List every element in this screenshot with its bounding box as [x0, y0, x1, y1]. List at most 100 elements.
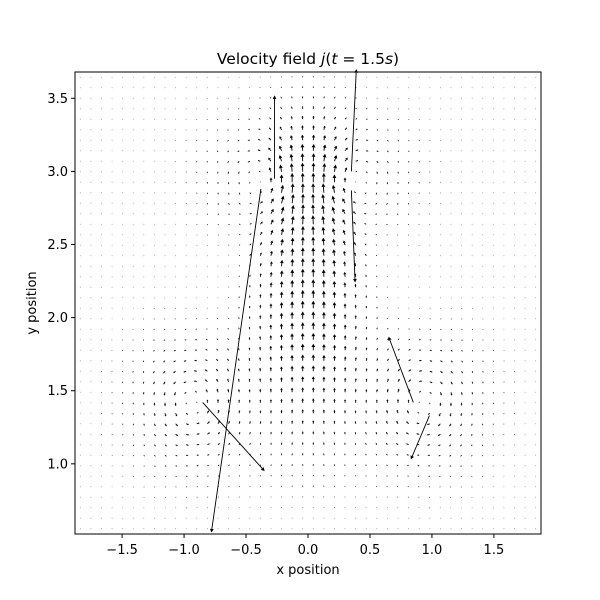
- field-arrow: [259, 431, 262, 435]
- field-arrow: [407, 399, 410, 403]
- field-arrow: [408, 76, 410, 78]
- field-arrow: [406, 421, 409, 425]
- field-arrow: [331, 195, 336, 204]
- field-arrow: [461, 213, 463, 215]
- field-arrow: [259, 87, 261, 89]
- field-arrow: [175, 108, 177, 110]
- field-arrow: [449, 454, 452, 457]
- field-arrow: [471, 255, 473, 257]
- field-arrow: [79, 87, 81, 89]
- field-arrow: [111, 244, 113, 246]
- field-arrow: [248, 316, 251, 319]
- field-arrow: [111, 276, 113, 278]
- field-arrow: [342, 208, 346, 214]
- field-arrow: [492, 413, 494, 415]
- field-arrow: [450, 381, 453, 385]
- field-arrow: [122, 402, 124, 405]
- field-arrow: [79, 475, 81, 477]
- field-arrow: [217, 87, 219, 89]
- field-arrow: [397, 171, 399, 174]
- field-arrow: [237, 368, 240, 372]
- field-arrow: [163, 339, 166, 341]
- field-arrow: [153, 108, 155, 110]
- field-arrow: [249, 274, 251, 277]
- field-arrow: [503, 213, 505, 215]
- field-arrow: [333, 387, 336, 393]
- field-arrow: [322, 354, 326, 361]
- field-arrow: [397, 388, 400, 393]
- field-arrow: [248, 336, 251, 340]
- field-arrow: [185, 244, 187, 246]
- field-arrow: [216, 378, 219, 382]
- field-arrow: [111, 496, 113, 498]
- field-arrow: [122, 213, 124, 215]
- field-arrow: [397, 192, 399, 195]
- field-arrow: [471, 486, 473, 488]
- field-arrow: [259, 453, 262, 456]
- field-arrow: [450, 76, 452, 78]
- field-arrow: [90, 97, 92, 99]
- field-arrow: [482, 528, 484, 530]
- field-arrow: [376, 182, 378, 185]
- field-arrow: [482, 286, 484, 288]
- field-arrow: [323, 125, 326, 130]
- field-arrow: [175, 76, 177, 78]
- field-arrow: [408, 108, 410, 110]
- field-arrow: [259, 107, 261, 110]
- field-arrow: [321, 183, 326, 193]
- field-arrow: [185, 276, 187, 278]
- field-arrow: [355, 97, 357, 99]
- field-arrow: [408, 328, 410, 330]
- x-tick-label: 0.0: [298, 543, 319, 558]
- field-arrow: [270, 409, 272, 414]
- field-arrow: [386, 76, 388, 78]
- field-arrow: [482, 244, 484, 246]
- field-arrow: [185, 255, 187, 257]
- field-arrow: [492, 213, 494, 215]
- field-arrow: [311, 183, 316, 193]
- field-arrow: [290, 172, 295, 183]
- field-arrow: [482, 455, 484, 457]
- field-arrow: [279, 136, 282, 141]
- field-arrow: [376, 108, 378, 110]
- field-arrow: [387, 139, 389, 142]
- field-arrow: [175, 413, 178, 417]
- field-arrow: [503, 297, 505, 299]
- field-arrow: [524, 202, 526, 204]
- field-arrow: [354, 442, 357, 445]
- field-arrow: [132, 486, 134, 488]
- field-arrow: [471, 171, 473, 173]
- field-arrow: [365, 336, 368, 340]
- field-arrow: [418, 517, 420, 519]
- field-arrow: [333, 431, 336, 435]
- field-arrow: [429, 349, 433, 352]
- field-arrow: [302, 86, 304, 88]
- field-arrow: [429, 255, 431, 257]
- field-arrow: [238, 192, 241, 195]
- field-arrow: [471, 402, 473, 406]
- field-arrow: [321, 301, 326, 309]
- field-arrow: [514, 349, 515, 351]
- field-arrow: [207, 421, 210, 425]
- field-arrow: [196, 97, 198, 99]
- field-arrow: [408, 318, 410, 320]
- field-arrow: [269, 399, 273, 403]
- field-arrow: [535, 444, 537, 446]
- field-arrow: [482, 486, 484, 488]
- field-arrow: [122, 423, 124, 426]
- field-arrow: [312, 528, 314, 530]
- field-arrow: [397, 378, 400, 382]
- field-arrow: [90, 108, 92, 110]
- field-arrow: [524, 192, 526, 194]
- field-arrow: [269, 377, 273, 382]
- field-arrow: [492, 371, 494, 373]
- field-arrow: [196, 517, 198, 519]
- field-arrow: [397, 318, 399, 320]
- field-arrow: [407, 475, 409, 477]
- field-arrow: [450, 118, 452, 120]
- field-arrow: [228, 296, 230, 298]
- field-arrow: [111, 213, 113, 215]
- field-arrow: [300, 332, 305, 340]
- field-arrow: [406, 454, 409, 456]
- field-arrow: [417, 465, 420, 467]
